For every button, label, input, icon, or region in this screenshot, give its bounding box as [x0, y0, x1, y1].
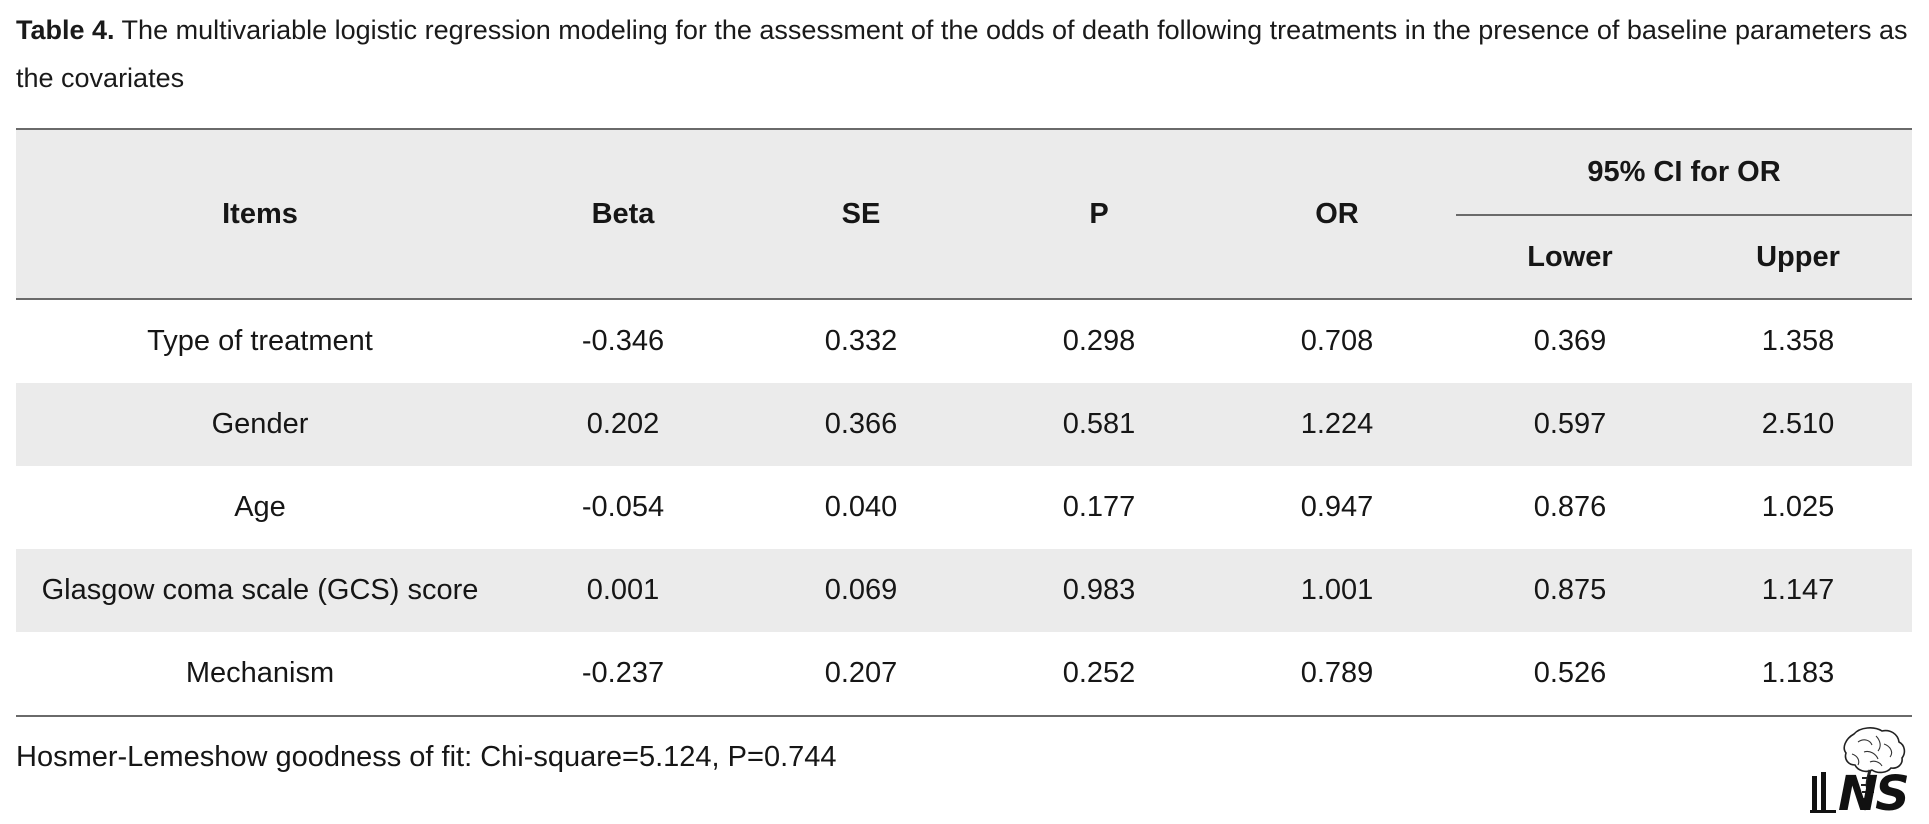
cell-beta: -0.237 — [581, 657, 665, 689]
header-items: Items — [16, 129, 504, 299]
cell-se: 0.207 — [824, 657, 898, 689]
table-caption-label: Table 4. — [16, 15, 115, 45]
cell-beta: -0.346 — [581, 325, 665, 357]
cell-p: 0.983 — [980, 549, 1218, 632]
cell-upper: 2.510 — [1684, 383, 1912, 466]
cell-or: 1.224 — [1218, 383, 1456, 466]
cell-or: 0.708 — [1300, 325, 1374, 357]
cell-se: 0.040 — [824, 491, 898, 523]
header-beta: Beta — [504, 129, 742, 299]
logo-text: NS — [1838, 766, 1910, 822]
table-row: Gender 0.202 0.366 0.581 1.224 0.597 2.5… — [16, 383, 1912, 466]
table-row: Age -0.054 0.040 0.177 0.947 0.876 1.025 — [16, 466, 1912, 549]
cell-p: 0.298 — [1062, 325, 1136, 357]
header-se: SE — [742, 129, 980, 299]
table-row: Type of treatment -0.346 0.332 0.298 0.7… — [16, 299, 1912, 383]
cell-beta: -0.054 — [581, 491, 665, 523]
cell-beta: 0.202 — [504, 383, 742, 466]
header-p: P — [980, 129, 1218, 299]
table-header: Items Beta SE P OR 95% CI for OR Lower U… — [16, 129, 1912, 299]
cell-upper: 1.147 — [1684, 549, 1912, 632]
cell-p: 0.581 — [980, 383, 1218, 466]
regression-table: Items Beta SE P OR 95% CI for OR Lower U… — [16, 128, 1912, 717]
cell-lower: 0.876 — [1533, 491, 1607, 523]
cell-se: 0.332 — [824, 325, 898, 357]
cell-or: 0.947 — [1300, 491, 1374, 523]
table-row: Mechanism -0.237 0.207 0.252 0.789 0.526… — [16, 632, 1912, 716]
cell-item: Gender — [16, 383, 504, 466]
cell-or: 1.001 — [1218, 549, 1456, 632]
cell-lower: 0.526 — [1533, 657, 1607, 689]
cell-or: 0.789 — [1300, 657, 1374, 689]
cell-p: 0.252 — [1062, 657, 1136, 689]
cell-upper: 1.025 — [1761, 491, 1835, 523]
cell-p: 0.177 — [1062, 491, 1136, 523]
brain-spine-logo-icon — [1810, 727, 1906, 813]
cell-lower: 0.875 — [1456, 549, 1684, 632]
cell-se: 0.069 — [742, 549, 980, 632]
cell-se: 0.366 — [742, 383, 980, 466]
table-caption-text: The multivariable logistic regression mo… — [16, 15, 1908, 93]
table-row: Glasgow coma scale (GCS) score 0.001 0.0… — [16, 549, 1912, 632]
cell-item: Age — [234, 491, 286, 523]
cell-lower: 0.597 — [1456, 383, 1684, 466]
cell-item: Glasgow coma scale (GCS) score — [16, 549, 504, 632]
cell-item: Type of treatment — [147, 325, 373, 357]
table-caption: Table 4. The multivariable logistic regr… — [16, 6, 1916, 102]
header-upper: Upper — [1684, 215, 1912, 299]
cell-beta: 0.001 — [504, 549, 742, 632]
cell-upper: 1.183 — [1761, 657, 1835, 689]
header-or: OR — [1218, 129, 1456, 299]
header-lower: Lower — [1456, 215, 1684, 299]
header-ci-group: 95% CI for OR — [1456, 129, 1912, 216]
cell-upper: 1.358 — [1761, 325, 1835, 357]
table-footnote: Hosmer-Lemeshow goodness of fit: Chi-squ… — [16, 741, 837, 773]
cell-item: Mechanism — [185, 657, 335, 689]
cell-lower: 0.369 — [1533, 325, 1607, 357]
table-body: Type of treatment -0.346 0.332 0.298 0.7… — [16, 299, 1912, 716]
